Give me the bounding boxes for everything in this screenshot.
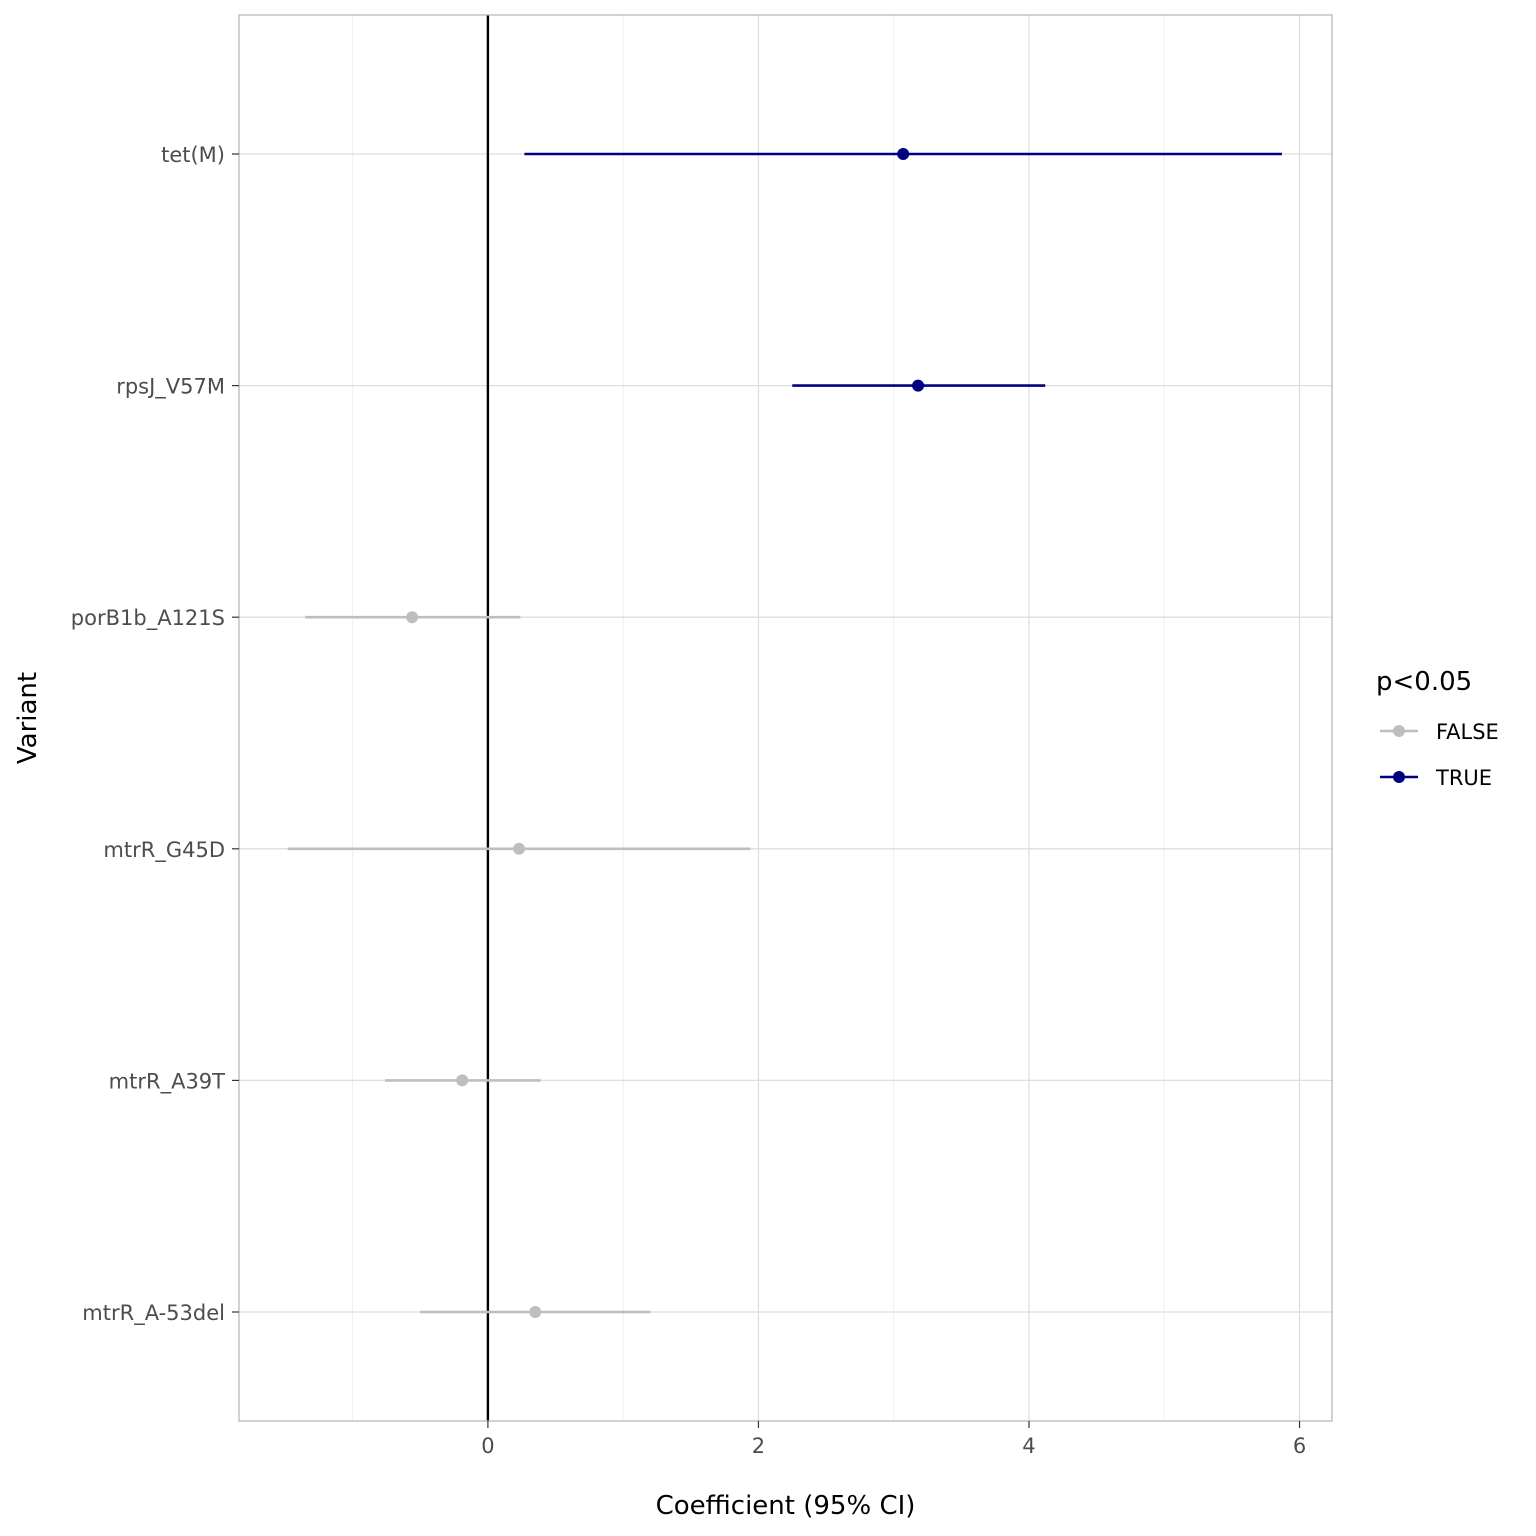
data-marks bbox=[287, 148, 1282, 1318]
y-tick-label: mtrR_G45D bbox=[103, 838, 225, 863]
y-tick-label: mtrR_A39T bbox=[109, 1069, 226, 1094]
estimate-point bbox=[912, 379, 925, 392]
estimate-point bbox=[513, 842, 526, 855]
legend-key-point bbox=[1393, 771, 1405, 783]
y-tick-label: rpsJ_V57M bbox=[116, 375, 225, 400]
legend-entries: FALSE TRUE bbox=[1380, 720, 1499, 790]
y-axis-title: Variant bbox=[13, 672, 43, 764]
legend-label: TRUE bbox=[1435, 766, 1492, 790]
legend: p<0.05 FALSE TRUE bbox=[1376, 667, 1499, 790]
x-axis: 0 2 4 6 bbox=[481, 1421, 1306, 1458]
estimate-point bbox=[406, 611, 419, 624]
y-tick-label: porB1b_A121S bbox=[71, 606, 225, 631]
legend-key-point bbox=[1393, 725, 1405, 737]
y-tick-label: mtrR_A-53del bbox=[82, 1301, 225, 1326]
estimate-point bbox=[456, 1074, 469, 1087]
x-tick-label: 4 bbox=[1022, 1434, 1035, 1458]
x-tick-label: 6 bbox=[1293, 1434, 1306, 1458]
legend-title: p<0.05 bbox=[1376, 667, 1472, 697]
y-tick-label: tet(M) bbox=[161, 143, 225, 167]
major-gridlines bbox=[239, 15, 1332, 1421]
estimate-point bbox=[529, 1306, 542, 1318]
legend-label: FALSE bbox=[1436, 720, 1499, 744]
estimate-point bbox=[897, 148, 910, 160]
x-tick-label: 0 bbox=[481, 1434, 494, 1458]
x-axis-title: Coefficient (95% CI) bbox=[656, 1491, 916, 1521]
panel-border bbox=[238, 14, 1333, 1422]
y-axis: tet(M) rpsJ_V57M porB1b_A121S mtrR_G45D mtrR… bbox=[71, 143, 239, 1326]
x-tick-label: 2 bbox=[752, 1434, 765, 1458]
minor-gridlines bbox=[352, 15, 1165, 1421]
